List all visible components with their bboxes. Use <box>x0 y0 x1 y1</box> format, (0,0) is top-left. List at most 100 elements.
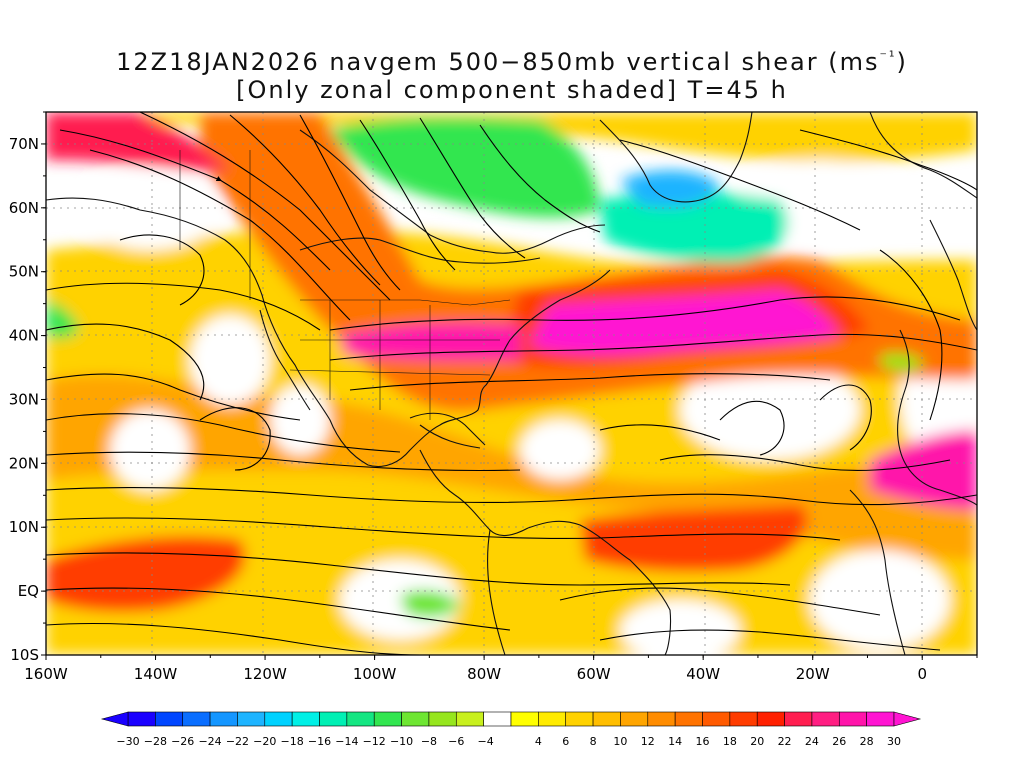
map-area <box>46 112 977 655</box>
lat-tick-label: 30N <box>9 390 39 408</box>
baja-coast <box>259 309 311 411</box>
streamlines <box>46 112 977 655</box>
hudson-bay <box>299 129 606 254</box>
greenland <box>599 112 753 203</box>
shear-field-blue <box>620 170 720 208</box>
colorbar-label: 26 <box>832 735 846 748</box>
title-unit-exponent: ⁻¹ <box>879 49 897 65</box>
shear-field-white <box>810 550 950 650</box>
lat-tick-label: 20N <box>9 454 39 472</box>
map-frame <box>45 111 978 656</box>
lon-tick-label: 0 <box>917 665 927 683</box>
colorbar-label: 24 <box>805 735 819 748</box>
colorbar-high-arrow <box>893 711 922 727</box>
lon-tick-label: 20W <box>796 665 830 683</box>
lon-tick-label: 40W <box>686 665 720 683</box>
colorbar-swatch <box>647 711 676 727</box>
lat-tick-label: 50N <box>9 263 39 281</box>
colorbar-swatch <box>565 711 594 727</box>
lon-tick-label: 120W <box>243 665 287 683</box>
colorbar-swatch <box>483 711 512 727</box>
shear-field-green <box>46 300 80 339</box>
axis-ticks <box>41 111 978 660</box>
colorbar-label: 20 <box>750 735 764 748</box>
shear-field-white <box>80 170 220 250</box>
lon-tick-label: 140W <box>134 665 178 683</box>
lat-tick-label: 60N <box>9 199 39 217</box>
shear-field-green-arctic <box>330 117 600 218</box>
colorbar-swatch <box>209 711 238 727</box>
shear-field-cyan <box>600 192 788 263</box>
shear-shading <box>46 112 977 655</box>
colorbar-label: 14 <box>668 735 682 748</box>
colorbar-low-arrow <box>100 711 129 727</box>
colorbar-label: −12 <box>363 735 386 748</box>
colorbar-label: −14 <box>335 735 358 748</box>
canada-lakes <box>299 237 541 264</box>
shear-field-green <box>880 353 925 372</box>
colorbar-swatch <box>620 711 649 727</box>
colorbar-label: −6 <box>448 735 464 748</box>
shear-field-red-atlantic <box>580 505 808 572</box>
colorbar-swatch <box>784 711 813 727</box>
south-america-west-coast <box>487 529 506 655</box>
colorbar-label: 12 <box>641 735 655 748</box>
colorbar-swatch <box>428 711 457 727</box>
colorbar-label: −8 <box>421 735 437 748</box>
colorbar-label: −28 <box>144 735 167 748</box>
shear-field-white <box>190 315 270 405</box>
shear-field-white <box>620 600 740 655</box>
colorbar-label: −24 <box>198 735 221 748</box>
north-america-coast <box>46 197 611 468</box>
colorbar-swatch <box>237 711 266 727</box>
colorbar-swatch <box>756 711 785 727</box>
chart-title-line-1: 12Z18JAN2026 navgem 500−850mb vertical s… <box>0 48 1024 76</box>
shear-field-pink-nw <box>46 112 230 172</box>
colorbar-label: 22 <box>778 735 792 748</box>
colorbar-swatch <box>510 711 539 727</box>
colorbar-swatch <box>319 711 348 727</box>
colorbar-label: −22 <box>226 735 249 748</box>
title-suffix: ) <box>896 48 908 76</box>
colorbar-label: 6 <box>562 735 569 748</box>
colorbar-label: −16 <box>308 735 331 748</box>
colorbar-swatch <box>592 711 621 727</box>
colorbar-label: −4 <box>478 735 494 748</box>
colorbar-label: −20 <box>253 735 276 748</box>
colorbar-swatch <box>674 711 703 727</box>
lat-tick-label: EQ <box>18 582 39 600</box>
colorbar <box>100 711 922 727</box>
colorbar-swatch <box>182 711 211 727</box>
central-america-coast <box>419 449 529 537</box>
colorbar-swatch <box>838 711 867 727</box>
colorbar-swatch <box>866 711 895 727</box>
shear-field-green <box>400 589 460 619</box>
lon-tick-label: 80W <box>467 665 501 683</box>
shear-field-white <box>110 410 190 490</box>
lat-tick-label: 70N <box>9 135 39 153</box>
political-borders <box>179 150 511 420</box>
longitude-labels: 160W 140W 120W 100W 80W 60W 40W 20W 0 <box>24 665 927 683</box>
lat-tick-label: 40N <box>9 327 39 345</box>
colorbar-swatch <box>455 711 484 727</box>
scandinavia <box>869 112 977 199</box>
chart-title-line-2: [Only zonal component shaded] T=45 h <box>236 76 788 104</box>
colorbar-label: 28 <box>860 735 874 748</box>
cuba <box>419 424 481 449</box>
colorbar-label: 18 <box>723 735 737 748</box>
gulf-coast <box>409 412 486 446</box>
lat-tick-label: 10N <box>9 518 39 536</box>
colorbar-swatch <box>346 711 375 727</box>
africa-europe-coast <box>896 329 977 506</box>
shear-field-magenta-jet <box>530 290 840 355</box>
colorbar-labels: −30 −28 −26 −24 −22 −20 −18 −16 −14 −12 −10 −8 −6 −4 4… <box>116 735 901 748</box>
colorbar-swatch <box>702 711 731 727</box>
british-isles <box>929 219 977 331</box>
colorbar-swatch <box>291 711 320 727</box>
west-africa-coast <box>849 489 906 655</box>
colorbar-label: 10 <box>613 735 627 748</box>
colorbar-swatch <box>538 711 567 727</box>
colorbar-swatch <box>264 711 293 727</box>
shear-field-white <box>520 420 600 480</box>
